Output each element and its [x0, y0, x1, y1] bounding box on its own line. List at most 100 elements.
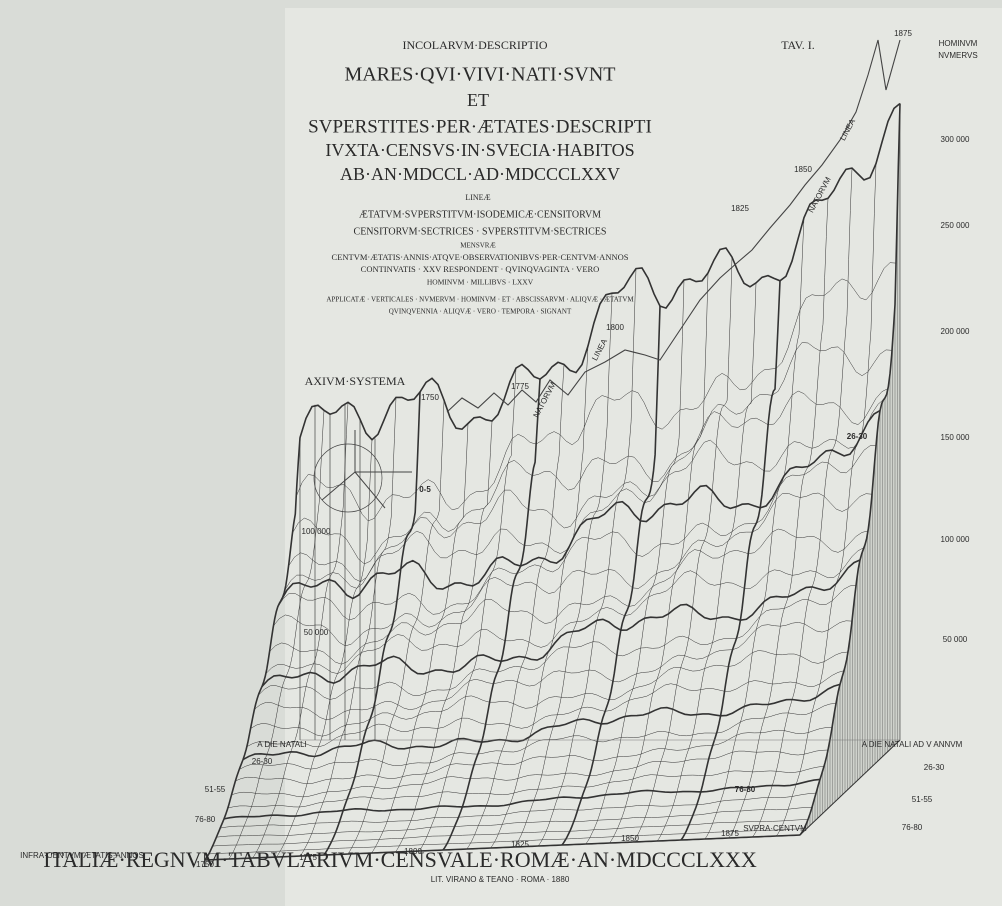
time-line: [680, 280, 781, 841]
legend-line: HOMINVM · MILLIBVS · LXXV: [427, 278, 534, 287]
title-line: SVPERSTITES·PER·ÆTATES·DESCRIPTI: [308, 116, 652, 137]
base-year: 1775: [299, 853, 317, 862]
age-line: [246, 670, 845, 748]
left-age-label: 51-55: [205, 785, 226, 794]
base-label: SVPRA·CENTVM: [743, 824, 807, 833]
imprint: LIT. VIRANO & TEANO · ROMA · 1880: [431, 875, 570, 884]
time-line: [490, 345, 589, 849]
right-axis-label: 100 000: [941, 535, 970, 544]
axis-title: NVMERVS: [938, 51, 977, 60]
time-line: [204, 437, 301, 861]
legend-line: ÆTATVM·SVPERSTITVM·ISODEMICÆ·CENSITORVM: [359, 209, 601, 220]
title-line: AB·AN·MDCCL·AD·MDCCCLXXV: [340, 164, 620, 184]
time-line: [299, 397, 397, 857]
natorum-year: 1800: [606, 323, 624, 332]
natorum-year: 1875: [894, 29, 912, 38]
title-line: ET: [467, 90, 489, 110]
age-line: [265, 547, 865, 674]
age-line: [273, 492, 873, 647]
surface-label: 26-30: [847, 432, 868, 441]
time-line: [609, 272, 709, 844]
age-line: [216, 807, 813, 838]
right-axis-label: 150 000: [941, 433, 970, 442]
time-line: [561, 306, 661, 846]
left-age-label: A DIE NATALI: [257, 740, 307, 749]
time-line: [228, 410, 325, 860]
base-label: INFRA·CENTVM·ÆTATIS·ANNOS: [20, 851, 144, 860]
left-age-label: 76-80: [195, 815, 216, 824]
title-line: INCOLARVM·DESCRIPTIO: [402, 38, 547, 52]
time-line: [656, 282, 757, 842]
left-axis-label: 50 000: [304, 628, 329, 637]
time-line: [799, 103, 901, 836]
age-line: [208, 828, 805, 855]
time-line: [252, 402, 349, 859]
time-line: [276, 439, 373, 858]
left-axis-label: 100 000: [302, 527, 331, 536]
base-year: 1750: [196, 860, 214, 869]
age-line: [261, 559, 861, 688]
time-line: [347, 400, 445, 855]
age-line: [292, 342, 893, 565]
legend-heading: MENSVRÆ: [460, 242, 495, 250]
title-line: IVXTA·CENSVS·IN·SVECIA·HABITOS: [325, 140, 634, 160]
right-axis-label: 200 000: [941, 327, 970, 336]
age-line: [239, 703, 837, 770]
right-age-label: 26-30: [924, 763, 945, 772]
footer: ITALIÆ·REGNVM·TABVLARIVM·CENSVALE·ROMÆ·A…: [43, 847, 757, 872]
time-line: [514, 293, 613, 848]
natorum-year: 1850: [794, 165, 812, 174]
right-age-label: 76-80: [902, 823, 923, 832]
right-axis-label: 300 000: [941, 135, 970, 144]
base-year: 1800: [404, 847, 422, 856]
natorum-year: 1775: [511, 382, 529, 391]
natorum-year: 1825: [731, 204, 749, 213]
age-line: [284, 398, 885, 591]
axis-title: HOMINVM: [939, 39, 978, 48]
legend-line: CENSITORVM·SECTRICES · SVPERSTITVM·SECTR…: [354, 226, 607, 237]
surface-label: 0-5: [419, 485, 431, 494]
legend-line: CONTINVATIS · XXV RESPONDENT · QVINQVAGI…: [361, 264, 600, 274]
age-line: [250, 650, 849, 737]
age-line: [295, 262, 897, 522]
age-line: [223, 778, 821, 820]
age-line: [276, 445, 877, 621]
time-line: [776, 163, 877, 837]
time-line: [418, 368, 517, 852]
age-line: [231, 749, 829, 798]
time-line: [585, 279, 685, 845]
base-year: 1825: [511, 840, 529, 849]
right-axis-label: 50 000: [943, 635, 968, 644]
age-line: [288, 388, 889, 582]
plate-number: TAV. I.: [781, 38, 815, 52]
age-line: [227, 766, 825, 809]
age-line: [299, 102, 901, 441]
age-line: [280, 409, 881, 601]
base-year: 1850: [621, 834, 639, 843]
legend-line: QVINQVENNIA · ALIQVÆ · VERO · TEMPORA · …: [389, 308, 572, 316]
time-line: [704, 217, 805, 840]
time-line: [395, 420, 493, 853]
right-age-label: 51-55: [912, 795, 933, 804]
axis-diagram: [313, 430, 412, 513]
time-line: [466, 364, 565, 850]
age-line: [220, 792, 817, 829]
time-line: [537, 268, 637, 847]
time-line: [728, 198, 829, 839]
age-line: [269, 528, 869, 665]
age-line: [258, 585, 857, 700]
legend-line: APPLICATÆ · VERTICALES · NVMERVM · HOMIN…: [326, 296, 634, 304]
time-line: [752, 168, 853, 838]
right-axis-label: 250 000: [941, 221, 970, 230]
base-year: 1875: [721, 829, 739, 838]
right-age-label: A DIE NATALI AD V ANNVM: [862, 740, 963, 749]
surface-label: 76-80: [735, 785, 756, 794]
surface: [204, 102, 901, 861]
age-line: [254, 620, 853, 720]
natorum-line: [446, 39, 901, 413]
title-line: MARES·QVI·VIVI·NATI·SVNT: [344, 64, 615, 86]
time-line: [371, 423, 469, 854]
age-line: [235, 727, 832, 785]
natorum-year: 1750: [421, 393, 439, 402]
